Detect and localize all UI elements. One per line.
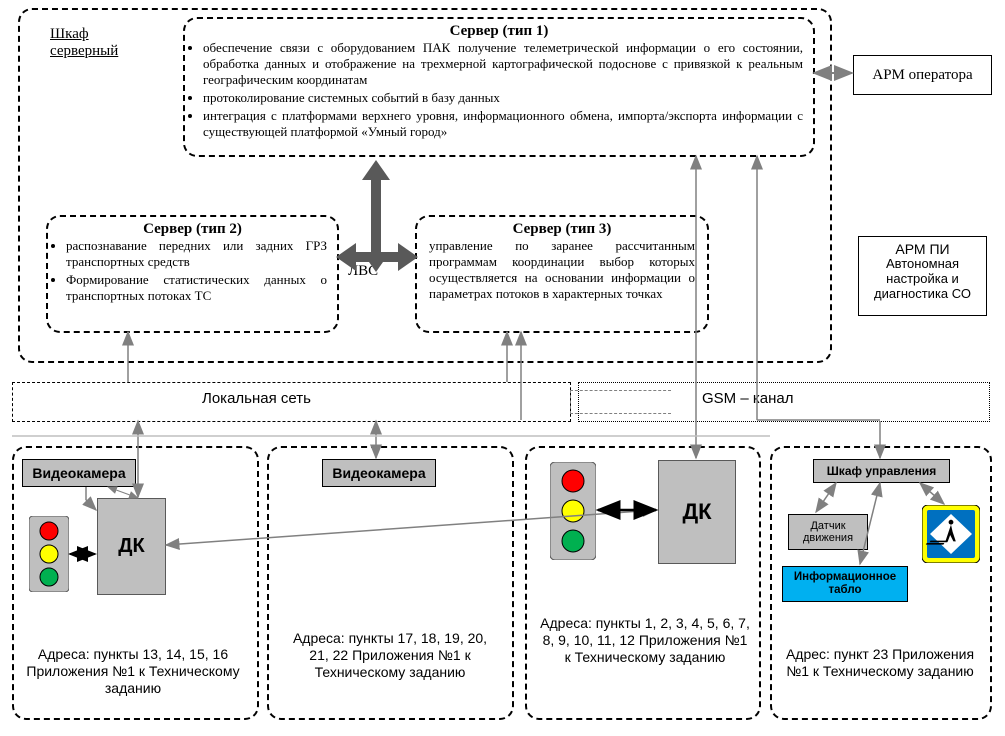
server1-title: Сервер (тип 1) xyxy=(185,23,813,40)
inner-dashdot xyxy=(570,390,671,414)
server3-title: Сервер (тип 3) xyxy=(417,221,707,238)
traffic-light-3-icon xyxy=(550,462,596,560)
site1-addr: Адреса: пункты 13, 14, 15, 16 Приложения… xyxy=(22,646,244,696)
server1-item: обеспечение связи с оборудованием ПАК по… xyxy=(203,40,803,88)
arm-pi-title: АРМ ПИ xyxy=(859,241,986,257)
dk-3-label: ДК xyxy=(682,499,711,525)
arm-operator-label: АРМ оператора xyxy=(872,67,972,84)
dk-3: ДК xyxy=(658,460,736,564)
dk-1-label: ДК xyxy=(118,535,144,558)
arm-pi-box: АРМ ПИ Автономная настройка и диагностик… xyxy=(858,236,987,316)
server2-item: Формирование статистических данных о тра… xyxy=(66,272,327,304)
site3-addr: Адреса: пункты 1, 2, 3, 4, 5, 6, 7, 8, 9… xyxy=(540,615,750,665)
video-camera-1-label: Видеокамера xyxy=(32,465,125,481)
site4-addr: Адрес: пункт 23 Приложения №1 к Техничес… xyxy=(785,646,975,680)
server2-list: распознавание передних или задних ГРЗ тр… xyxy=(48,238,337,304)
server2-item: распознавание передних или задних ГРЗ тр… xyxy=(66,238,327,270)
video-camera-2: Видеокамера xyxy=(322,459,436,487)
motion-sensor-box: Датчик движения xyxy=(788,514,868,550)
site2-addr: Адреса: пункты 17, 18, 19, 20, 21, 22 Пр… xyxy=(288,630,492,680)
server1-item: интеграция с платформами верхнего уровня… xyxy=(203,108,803,140)
cabinet-title: Шкаф серверный xyxy=(50,26,140,61)
local-net-label: Локальная сеть xyxy=(202,390,311,407)
pedestrian-sign-icon xyxy=(922,505,980,563)
server3-box: Сервер (тип 3) управление по заранее рас… xyxy=(415,215,709,333)
server2-box: Сервер (тип 2) распознавание передних ил… xyxy=(46,215,339,333)
info-panel-box: Информационное табло xyxy=(782,566,908,602)
control-cabinet-box: Шкаф управления xyxy=(813,459,950,483)
control-cabinet-label: Шкаф управления xyxy=(827,464,936,478)
gsm-label: GSM – канал xyxy=(702,390,793,407)
video-camera-2-label: Видеокамера xyxy=(332,465,425,481)
traffic-light-1-icon xyxy=(29,516,69,592)
info-panel-label: Информационное табло xyxy=(783,571,907,597)
motion-sensor-label: Датчик движения xyxy=(789,520,867,544)
lvs-label: ЛВС xyxy=(348,263,378,280)
arm-pi-sub: Автономная настройка и диагностика СО xyxy=(859,257,986,302)
server2-title: Сервер (тип 2) xyxy=(48,221,337,238)
dk-1: ДК xyxy=(97,498,166,595)
video-camera-1: Видеокамера xyxy=(22,459,136,487)
server1-list: обеспечение связи с оборудованием ПАК по… xyxy=(185,40,813,140)
server1-box: Сервер (тип 1) обеспечение связи с обору… xyxy=(183,17,815,157)
server3-body: управление по заранее рассчитанным прогр… xyxy=(417,238,707,302)
arm-operator-box: АРМ оператора xyxy=(853,55,992,95)
server1-item: протоколирование системных событий в баз… xyxy=(203,90,803,106)
